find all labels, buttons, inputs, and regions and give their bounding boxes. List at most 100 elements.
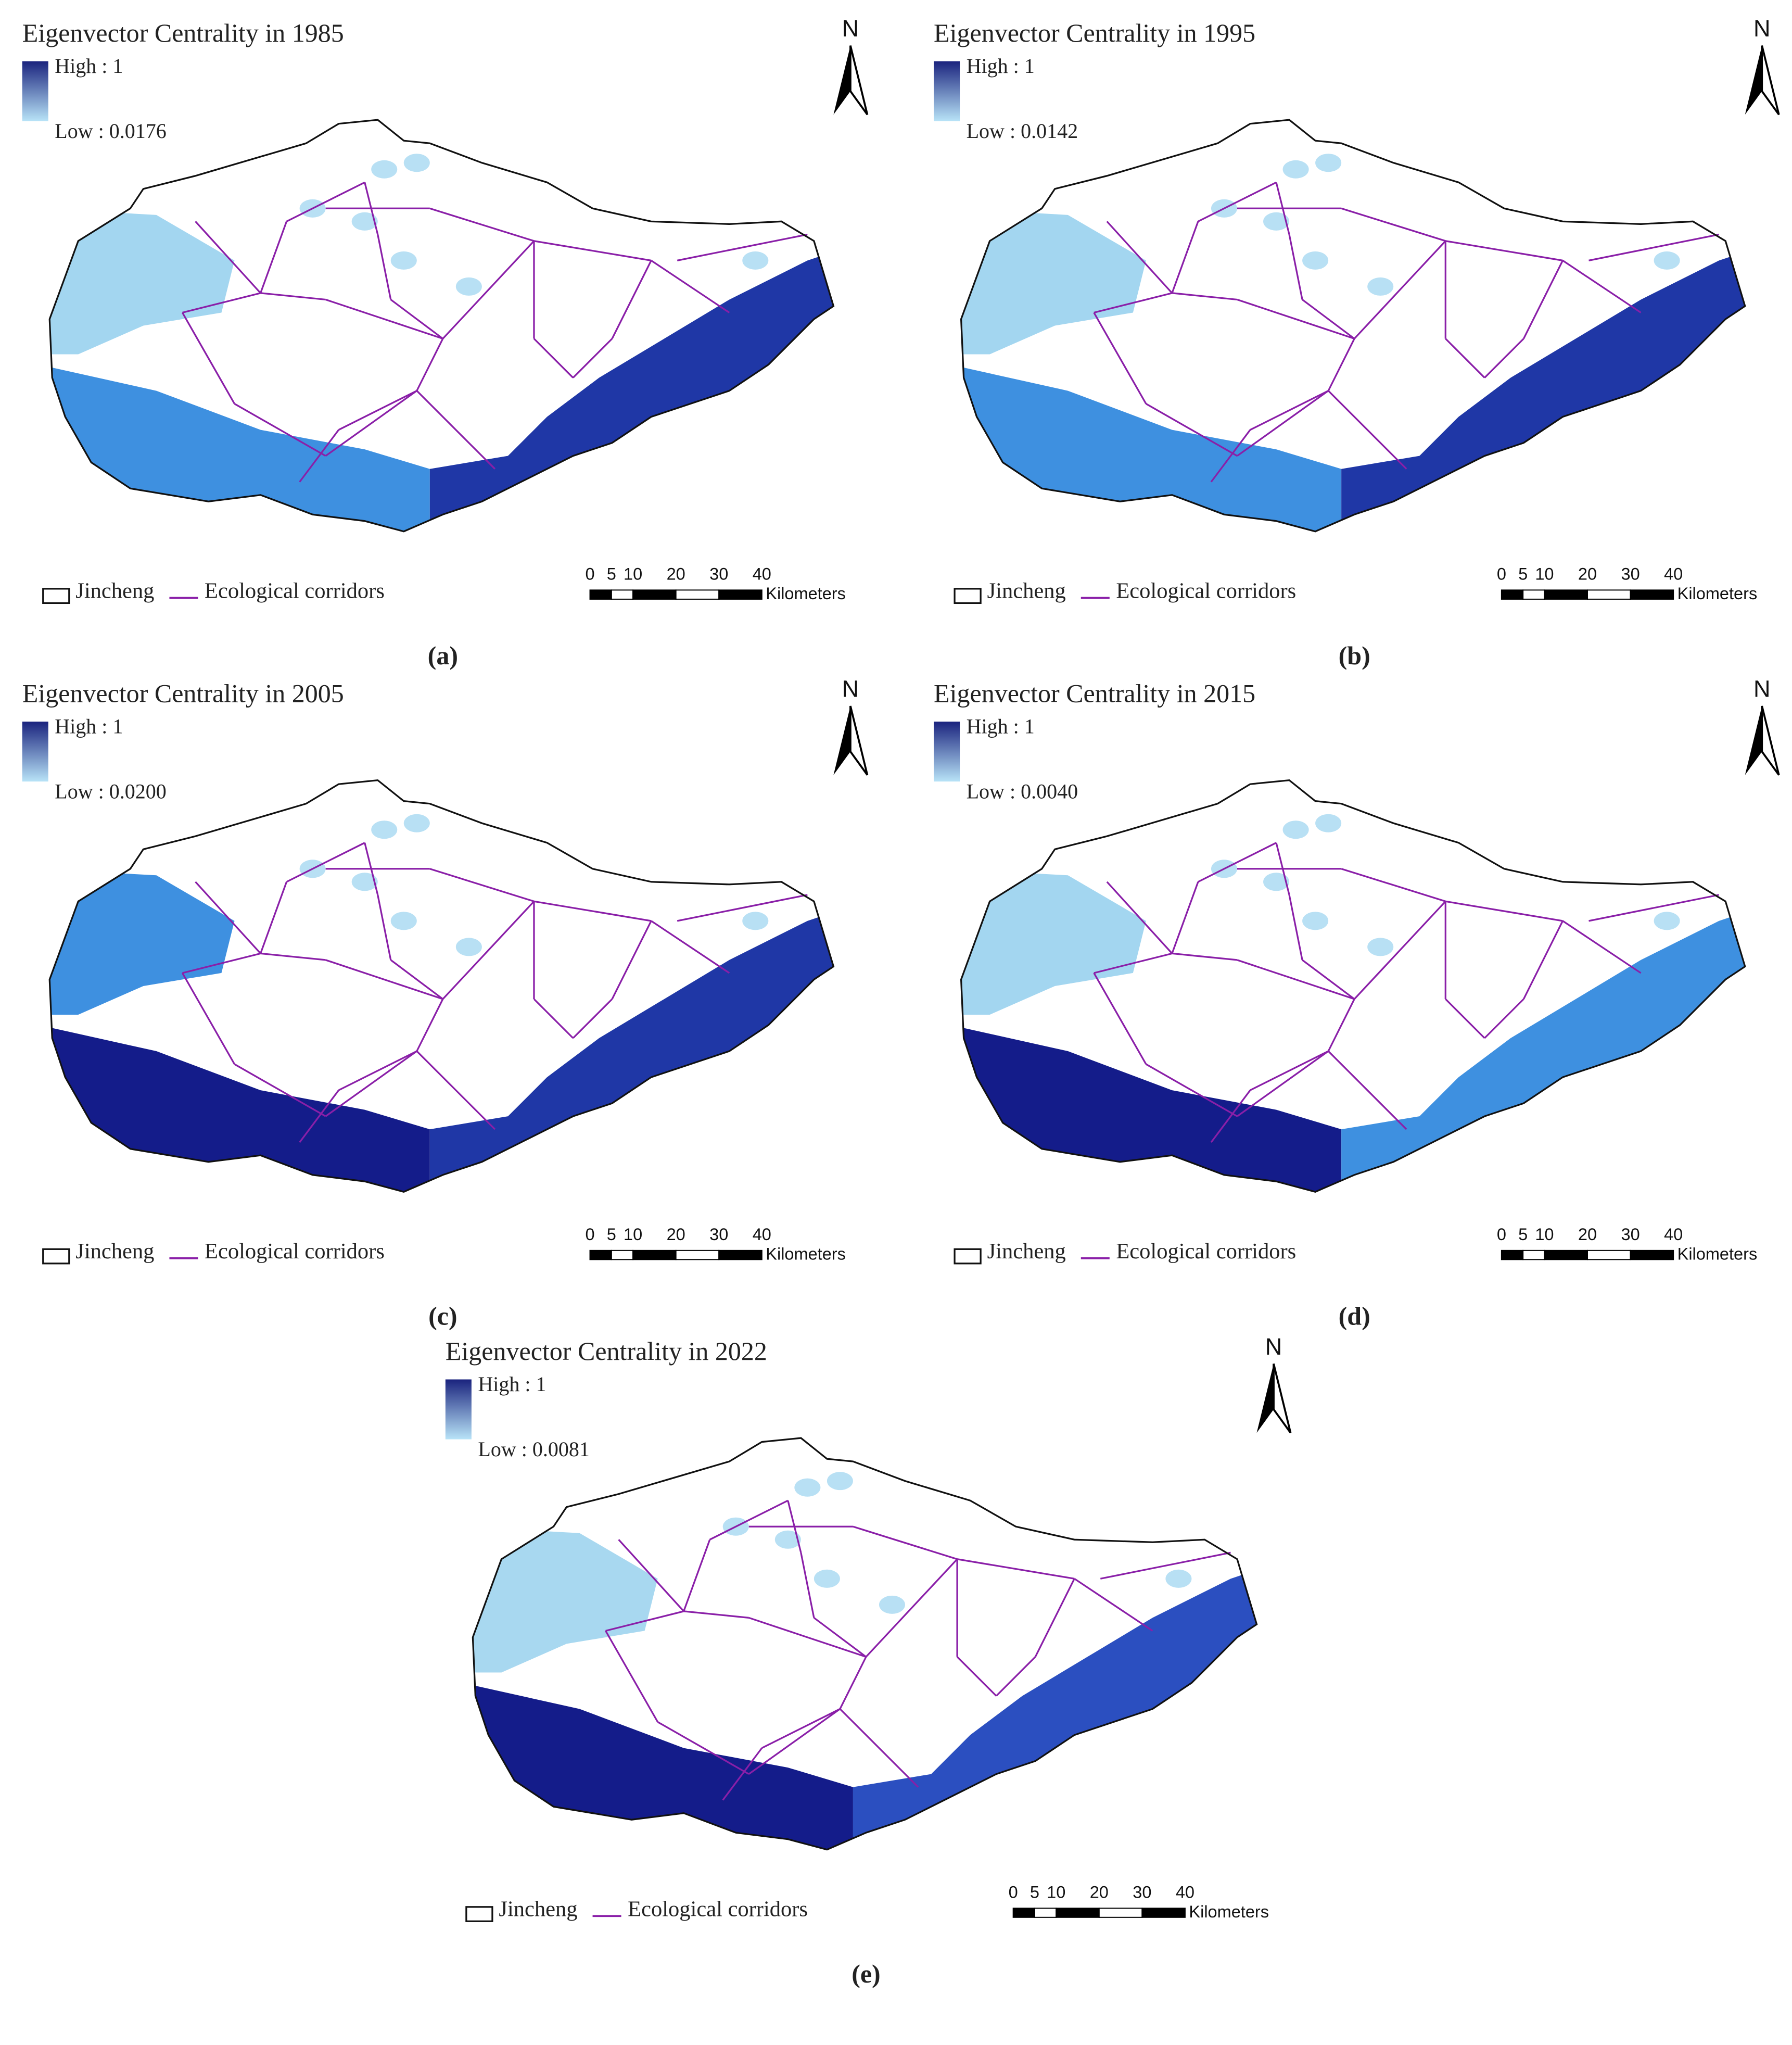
corridor	[1341, 207, 1446, 242]
habitat-patch	[371, 820, 398, 839]
panel: Eigenvector Centrality in 1985 High : 1 Lo…	[22, 15, 869, 670]
panel: Eigenvector Centrality in 1995 High : 1 Lo…	[934, 15, 1780, 670]
habitat-patch	[403, 814, 430, 832]
north-arrow	[849, 45, 869, 116]
corridor	[533, 240, 652, 261]
corridor	[1146, 1063, 1238, 1117]
corridor-label: Ecological corridors	[1116, 1239, 1296, 1264]
boundary-swatch	[465, 1906, 493, 1922]
corridor	[429, 868, 535, 902]
corridor	[1302, 959, 1355, 1000]
north-label: N	[1265, 1333, 1282, 1360]
boundary	[48, 779, 835, 1193]
centrality-region	[961, 208, 1146, 355]
legend-ramp	[934, 61, 960, 121]
scale-unit: Kilometers	[1189, 1902, 1269, 1921]
corridor	[1034, 1578, 1075, 1658]
corridor	[338, 1050, 417, 1091]
habitat-patch	[827, 1472, 853, 1491]
panel-caption: (e)	[851, 1959, 881, 1988]
north-label: N	[842, 15, 859, 42]
panel-title: Eigenvector Centrality in 2022	[446, 1336, 767, 1366]
north-label: N	[842, 676, 859, 702]
corridor	[787, 1500, 802, 1553]
corridor	[1445, 998, 1485, 1039]
corridor	[1327, 999, 1355, 1052]
corridor	[260, 292, 326, 301]
scale-tick-label: 0	[1497, 564, 1506, 583]
scale-tick-label: 40	[753, 564, 771, 583]
habitat-patch	[742, 251, 769, 270]
corridor	[1288, 894, 1303, 961]
corridor	[260, 881, 288, 954]
boundary-swatch	[954, 1248, 982, 1265]
scale-tick-label: 30	[709, 564, 728, 583]
corridor	[1171, 221, 1199, 294]
corridor	[299, 429, 339, 483]
boundary-label: Jincheng	[499, 1897, 577, 1921]
corridor	[234, 403, 326, 457]
corridor	[182, 952, 261, 974]
corridor	[416, 999, 444, 1052]
corridor	[1198, 842, 1277, 883]
corridor	[1237, 390, 1329, 457]
scale-tick-label: 5	[607, 1225, 616, 1244]
corridor	[182, 292, 261, 314]
corridor	[325, 959, 443, 1000]
scale-segment	[632, 589, 677, 600]
scale-segment	[632, 1249, 677, 1260]
scale-tick-label: 0	[586, 1225, 595, 1244]
corridor	[1353, 901, 1446, 1000]
centrality-region	[961, 868, 1146, 1015]
legend-high: High : 1	[55, 54, 123, 78]
centrality-region	[961, 1025, 1342, 1192]
scale-tick-label: 40	[753, 1225, 771, 1244]
north-arrow	[1745, 706, 1762, 775]
scale-tick-label: 20	[667, 1225, 685, 1244]
corridor	[1522, 920, 1564, 1000]
scale-tick-label: 30	[1133, 1883, 1151, 1901]
scale-segment	[1012, 1908, 1035, 1918]
habitat-patch	[371, 160, 398, 179]
centrality-region	[49, 868, 235, 1015]
centrality-region	[429, 907, 834, 1192]
corridor	[1106, 881, 1173, 954]
map	[960, 779, 1746, 1193]
centrality-region	[1341, 247, 1745, 532]
corridor	[1237, 959, 1355, 1000]
north-label: N	[1753, 676, 1771, 702]
centrality-region	[853, 1566, 1257, 1850]
scale-segment	[675, 589, 720, 600]
corridor	[325, 1050, 417, 1117]
corridor	[1327, 1050, 1407, 1130]
legend-low: Low : 0.0081	[478, 1437, 590, 1461]
corridor	[1302, 299, 1355, 339]
corridor	[605, 1610, 684, 1632]
map	[960, 119, 1746, 533]
legend-low: Low : 0.0040	[967, 780, 1078, 803]
habitat-patch	[1165, 1569, 1192, 1588]
boundary-label: Jincheng	[987, 578, 1066, 603]
habitat-patch	[1315, 814, 1342, 832]
scale-segment	[1587, 1249, 1631, 1260]
panel-caption: (d)	[1339, 1301, 1370, 1330]
corridor	[1146, 403, 1238, 457]
corridor	[1198, 181, 1277, 222]
corridor	[1327, 390, 1407, 470]
scale-segment	[675, 1249, 720, 1260]
legend-ramp	[445, 1379, 472, 1440]
habitat-patch	[351, 873, 378, 891]
centrality-region	[49, 1025, 430, 1192]
corridor	[182, 312, 235, 405]
corridor	[325, 390, 417, 457]
habitat-patch	[1282, 820, 1309, 839]
corridor	[364, 182, 379, 235]
scale-segment	[1141, 1908, 1186, 1918]
scale-tick-label: 20	[1090, 1883, 1109, 1901]
corridor	[533, 338, 574, 378]
corridor-label: Ecological corridors	[1116, 578, 1296, 603]
north-label: N	[1753, 15, 1771, 42]
legend-high: High : 1	[967, 54, 1035, 78]
corridor	[1445, 240, 1563, 261]
